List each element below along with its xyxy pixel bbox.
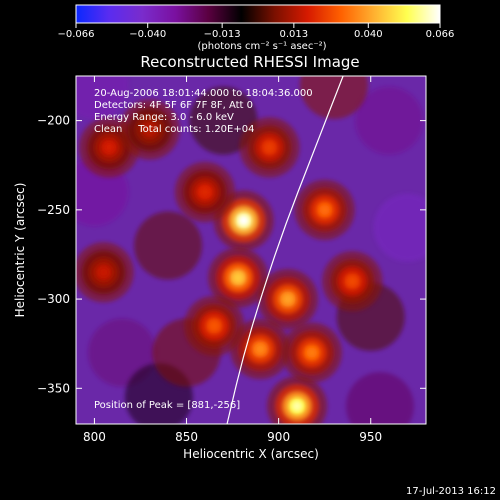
x-tick-label: 900 xyxy=(267,430,290,444)
emission-source xyxy=(184,295,245,356)
texture-patch xyxy=(299,76,368,119)
emission-source xyxy=(257,269,318,330)
emission-source xyxy=(230,319,291,380)
colorbar xyxy=(75,4,441,24)
annotation-energy-range: Energy Range: 3.0 - 6.0 keV xyxy=(94,112,234,123)
peak-position-label: Position of Peak = [881,-256] xyxy=(94,400,240,411)
colorbar-tick-label: −0.066 xyxy=(57,29,94,40)
colorbar-tick-label: 0.013 xyxy=(280,29,309,40)
emission-source xyxy=(208,247,269,308)
y-tick-label: −200 xyxy=(37,114,70,128)
texture-patch xyxy=(76,76,129,119)
date-stamp: 17-Jul-2013 16:12 xyxy=(406,486,496,497)
texture-patch xyxy=(345,372,414,424)
texture-patch xyxy=(134,211,203,280)
solar-limb xyxy=(226,76,344,424)
colorbar-tick-label: −0.013 xyxy=(204,29,241,40)
chart-title: Reconstructed RHESSI Image xyxy=(140,53,359,71)
emission-source xyxy=(174,162,235,222)
annotation-time-range: 20-Aug-2006 18:01:44.000 to 18:04:36.000 xyxy=(94,88,313,99)
axis-ticks: 800 850 900 950 −200 −250 −300 −350 xyxy=(37,76,426,444)
annotation-detectors: Detectors: 4F 5F 6F 7F 8F, Att 0 xyxy=(94,100,253,111)
y-tick-label: −250 xyxy=(37,203,70,217)
emission-source xyxy=(294,179,355,240)
x-tick-label: 850 xyxy=(175,430,198,444)
colorbar-tick-label: 0.040 xyxy=(354,29,383,40)
colorbar-units: (photons cm⁻² s⁻¹ asec⁻²) xyxy=(197,41,326,52)
texture-patch xyxy=(373,193,426,262)
emission-source xyxy=(119,99,180,160)
y-tick-label: −350 xyxy=(37,381,70,395)
x-tick-label: 950 xyxy=(359,430,382,444)
emission-source xyxy=(76,242,134,303)
emission-sources xyxy=(76,99,383,424)
plot-frame xyxy=(75,75,427,425)
y-tick-label: −300 xyxy=(37,292,70,306)
colorbar-tick-label: 0.066 xyxy=(426,29,455,40)
plot-area xyxy=(76,76,426,424)
x-axis-label: Heliocentric X (arcsec) xyxy=(183,447,319,461)
background-texture xyxy=(76,76,426,424)
x-tick-label: 800 xyxy=(83,430,106,444)
emission-source xyxy=(239,117,300,178)
emission-source xyxy=(267,376,328,424)
texture-patch xyxy=(189,86,258,155)
annotation-clean-counts: Clean Total counts: 1.20E+04 xyxy=(94,124,254,135)
emission-source xyxy=(281,322,342,383)
y-axis-label: Heliocentric Y (arcsec) xyxy=(13,183,27,318)
texture-patch xyxy=(355,86,424,155)
emission-source xyxy=(322,251,383,312)
texture-patch xyxy=(88,318,157,387)
colorbar-tick-label: −0.040 xyxy=(129,29,166,40)
colorbar-ticks: −0.066 −0.040 −0.013 0.013 0.040 0.066 xyxy=(57,23,454,40)
